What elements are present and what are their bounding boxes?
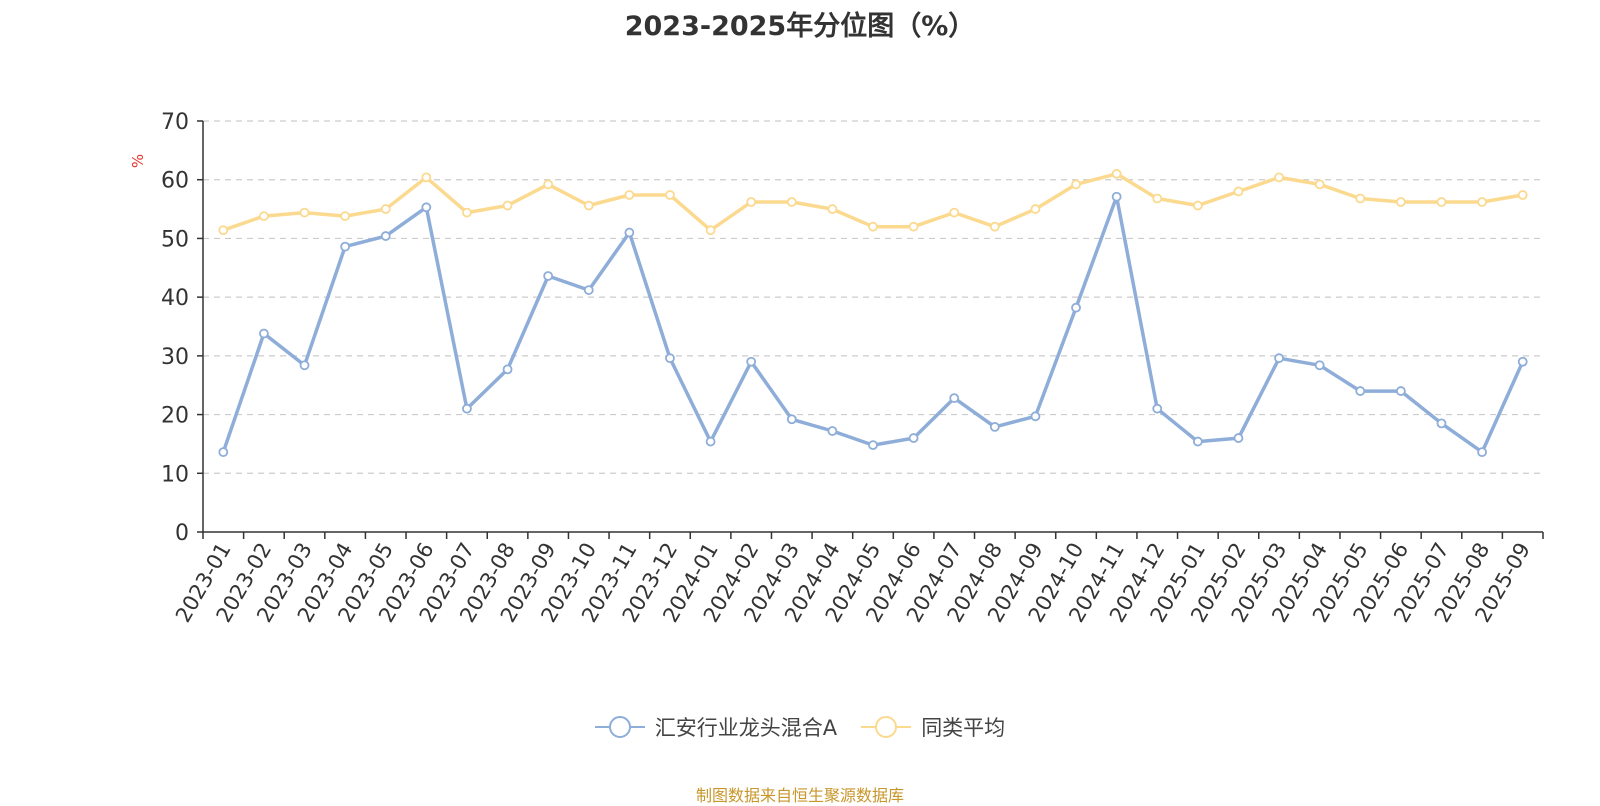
data-point [1071, 302, 1081, 313]
series-lines [218, 168, 1528, 458]
y-tick-label: 10 [161, 462, 189, 487]
data-point [259, 328, 269, 339]
data-point [502, 364, 513, 375]
data-point [380, 204, 391, 214]
data-point [583, 200, 594, 211]
data-point [1517, 190, 1528, 200]
data-point [989, 221, 1000, 232]
legend-item-fund[interactable]: 汇安行业龙头混合A [594, 712, 838, 742]
data-point [1395, 197, 1406, 207]
y-tick-label: 50 [161, 227, 189, 252]
data-point [949, 393, 960, 404]
data-point [299, 207, 310, 218]
data-point [543, 271, 554, 281]
data-point [1152, 193, 1163, 204]
data-point [908, 433, 919, 443]
data-point [1192, 436, 1203, 447]
source-note: 制图数据来自恒生聚源数据库 [695, 786, 904, 805]
data-point [827, 204, 838, 214]
data-point [380, 231, 391, 241]
data-point [705, 436, 716, 447]
data-point [340, 241, 351, 252]
y-tick-label: 40 [161, 286, 189, 311]
data-point [624, 190, 635, 200]
data-point [1030, 411, 1041, 422]
data-point [543, 179, 554, 190]
legend-label-fund: 汇安行业龙头混合A [654, 716, 838, 740]
data-point [218, 447, 229, 458]
data-point [1395, 386, 1406, 396]
data-point [1152, 403, 1163, 414]
data-point [1314, 179, 1325, 190]
data-point [1314, 360, 1325, 371]
data-point [705, 225, 716, 236]
data-point [218, 225, 229, 236]
legend: 汇安行业龙头混合A 同类平均 [0, 712, 1600, 742]
series-line-1 [221, 194, 1525, 454]
data-point [462, 403, 472, 414]
x-tick-labels: 2023-012023-022023-032023-042023-052023-… [171, 538, 1535, 626]
legend-marker-fund-icon [594, 714, 645, 740]
data-point [868, 221, 878, 232]
data-point [502, 200, 513, 211]
y-tick-label: 60 [161, 169, 189, 194]
data-point [1233, 186, 1244, 197]
data-point [1111, 191, 1122, 202]
data-point [1233, 433, 1244, 443]
data-point [868, 440, 878, 451]
data-point [746, 197, 757, 207]
data-point [1477, 197, 1487, 207]
data-point [1517, 356, 1528, 367]
data-point [421, 172, 432, 183]
data-point [259, 211, 269, 222]
y-tick-label: 0 [175, 521, 189, 546]
data-point [1274, 172, 1284, 183]
data-point [1355, 193, 1366, 204]
axes [197, 120, 1544, 539]
data-point [746, 356, 757, 367]
data-point [1477, 447, 1487, 458]
data-point [665, 353, 675, 364]
y-tick-labels: 0 10 20 30 40 50 60 70 [161, 110, 189, 546]
data-point [462, 207, 472, 218]
data-point [949, 207, 960, 218]
data-point [340, 211, 351, 222]
y-tick-label: 30 [161, 345, 189, 370]
data-point [583, 285, 594, 295]
data-point [1030, 204, 1041, 214]
data-point [1111, 168, 1122, 179]
legend-label-peer-average: 同类平均 [921, 716, 1006, 740]
legend-item-peer-average[interactable]: 同类平均 [861, 712, 1005, 742]
data-point [1436, 418, 1447, 429]
y-tick-label: 70 [161, 110, 189, 135]
data-point [665, 190, 675, 200]
data-point [421, 202, 432, 213]
data-point [1071, 179, 1081, 190]
data-point [786, 197, 797, 207]
data-point [624, 227, 635, 238]
data-point [1274, 353, 1284, 364]
legend-marker-peer-average-icon [861, 714, 912, 740]
grid-lines [203, 120, 1543, 474]
series-line-2 [221, 172, 1525, 232]
data-point [786, 414, 797, 425]
data-point [299, 360, 310, 371]
chart-title: 2023-2025年分位图（%） [624, 11, 976, 42]
data-point [827, 426, 838, 436]
data-point [1436, 197, 1447, 207]
data-point [1192, 200, 1203, 211]
data-point [989, 422, 1000, 432]
data-point [908, 221, 919, 232]
data-point [1355, 386, 1366, 396]
y-tick-label: 20 [161, 404, 189, 429]
y-axis-unit-label: % [129, 154, 147, 168]
